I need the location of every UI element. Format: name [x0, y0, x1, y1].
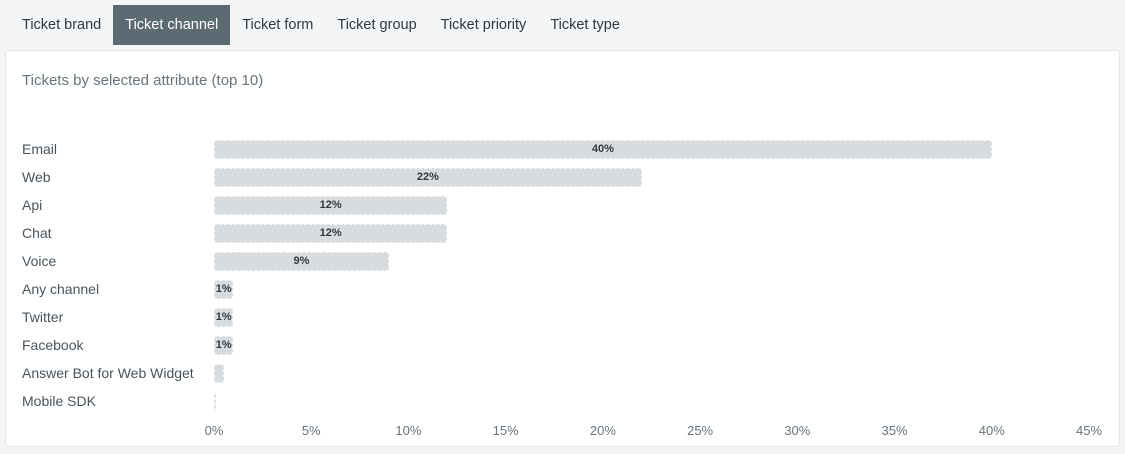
chart-row: Facebook 1% [6, 331, 1119, 359]
category-label: Twitter [22, 309, 64, 325]
bar-web[interactable]: 22% [214, 167, 642, 187]
x-axis-tick: 40% [978, 423, 1005, 438]
category-label: Facebook [22, 337, 84, 353]
chart-row: Web 22% [6, 163, 1119, 191]
chart-row: Any channel 1% [6, 275, 1119, 303]
chart-row: Api 12% [6, 191, 1119, 219]
attribute-tab-bar: Ticket brand Ticket channel Ticket form … [0, 0, 1125, 50]
x-axis-tick: 0% [204, 423, 224, 438]
category-label: Any channel [22, 281, 100, 297]
bar-track: 22% [214, 163, 1089, 191]
x-axis-tick: 15% [492, 423, 519, 438]
bar-chart: Email 40% Web 22% Api 12% [6, 135, 1119, 439]
bar-track [214, 359, 1089, 387]
tab-ticket-brand[interactable]: Ticket brand [22, 17, 102, 33]
bar-api[interactable]: 12% [214, 195, 448, 215]
tab-ticket-group[interactable]: Ticket group [337, 17, 417, 33]
category-label: Api [22, 197, 43, 213]
bar-value-label: 1% [215, 283, 232, 295]
bar-track [214, 387, 1089, 415]
tab-ticket-priority[interactable]: Ticket priority [440, 17, 527, 33]
bar-track: 9% [214, 247, 1089, 275]
category-label: Voice [22, 253, 57, 269]
tab-ticket-channel[interactable]: Ticket channel [113, 5, 231, 45]
bar-track: 1% [214, 275, 1089, 303]
chart-row: Voice 9% [6, 247, 1119, 275]
bar-value-label: 1% [215, 311, 232, 323]
x-axis-tick: 45% [1075, 423, 1103, 438]
x-axis-tick: 35% [881, 423, 908, 438]
bar-track: 1% [214, 303, 1089, 331]
bar-any-channel[interactable]: 1% [214, 279, 234, 299]
tab-ticket-type[interactable]: Ticket type [550, 17, 620, 33]
bar-track: 40% [214, 135, 1089, 163]
chart-row: Chat 12% [6, 219, 1119, 247]
chart-row: Mobile SDK [6, 387, 1119, 415]
x-axis: 0% 5% 10% 15% 20% 25% 30% 35% 40% 45% [6, 415, 1119, 439]
bar-track: 12% [214, 219, 1089, 247]
bar-mobile-sdk[interactable] [214, 391, 216, 411]
bar-value-label: 22% [416, 171, 439, 183]
bar-value-label: 1% [215, 339, 232, 351]
chart-title: Tickets by selected attribute (top 10) [22, 72, 264, 89]
category-label: Email [22, 141, 58, 157]
bar-track: 12% [214, 191, 1089, 219]
bar-value-label: 40% [591, 143, 614, 155]
category-label: Web [22, 169, 51, 185]
chart-row: Email 40% [6, 135, 1119, 163]
bar-chat[interactable]: 12% [214, 223, 448, 243]
category-label: Mobile SDK [22, 393, 96, 409]
chart-row: Twitter 1% [6, 303, 1119, 331]
bar-twitter[interactable]: 1% [214, 307, 234, 327]
category-label: Answer Bot for Web Widget [22, 365, 194, 381]
x-axis-tick: 5% [301, 423, 321, 438]
bar-value-label: 12% [319, 227, 342, 239]
x-axis-track: 0% 5% 10% 15% 20% 25% 30% 35% 40% 45% [205, 419, 1102, 439]
report-card: Tickets by selected attribute (top 10) E… [5, 50, 1120, 447]
chart-row: Answer Bot for Web Widget [6, 359, 1119, 387]
bar-track: 1% [214, 331, 1089, 359]
x-axis-tick: 30% [784, 423, 811, 438]
bar-value-label: 9% [293, 255, 310, 267]
bar-facebook[interactable]: 1% [214, 335, 234, 355]
bar-answer-bot[interactable] [214, 363, 224, 383]
x-axis-tick: 10% [395, 423, 422, 438]
bar-value-label: 12% [319, 199, 342, 211]
bar-voice[interactable]: 9% [214, 251, 389, 271]
bar-email[interactable]: 40% [214, 139, 992, 159]
category-label: Chat [22, 225, 52, 241]
x-axis-tick: 20% [589, 423, 616, 438]
x-axis-tick: 25% [687, 423, 714, 438]
tab-ticket-form[interactable]: Ticket form [242, 17, 314, 33]
